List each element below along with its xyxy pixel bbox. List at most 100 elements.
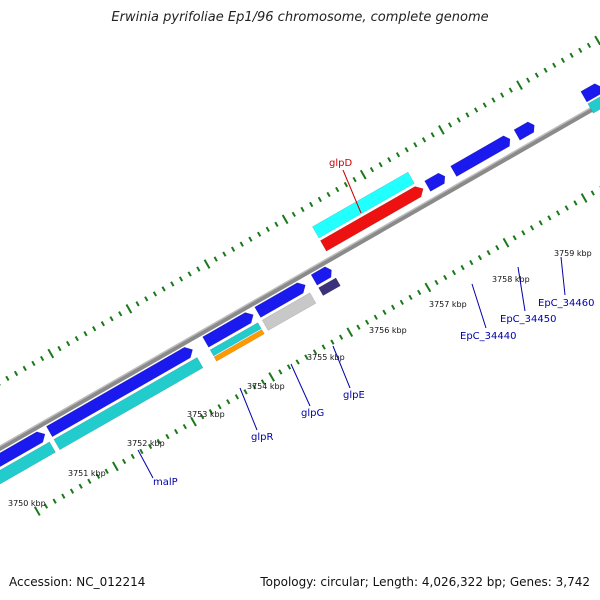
leader-line-glpE bbox=[332, 345, 351, 389]
scale-label: 3758 kbp bbox=[492, 275, 530, 284]
cds-bar-next[interactable] bbox=[587, 94, 600, 114]
outer-tick bbox=[291, 211, 296, 218]
glpD-cyan-bar[interactable] bbox=[312, 171, 415, 239]
outer-tick bbox=[161, 286, 166, 292]
gene-labels[interactable]: malP glpR glpG glpE glpD EpC_34440 EpC_34450 Ep… bbox=[137, 158, 594, 488]
inner-tick bbox=[529, 225, 535, 231]
inner-tick bbox=[190, 416, 197, 427]
outer-tick bbox=[586, 42, 592, 49]
inner-tick bbox=[139, 448, 144, 455]
outer-tick bbox=[125, 303, 133, 314]
inner-tick bbox=[234, 394, 240, 400]
outer-tick bbox=[203, 259, 211, 269]
inner-tick bbox=[580, 193, 588, 203]
inner-tick bbox=[443, 274, 448, 281]
gene-label-EpC_34450[interactable]: EpC_34450 bbox=[500, 314, 556, 325]
outer-tick bbox=[13, 370, 19, 377]
outer-tick bbox=[369, 166, 375, 173]
scale-labels: 3750 kbp 3751 kbp 3752 kbp 3753 kbp 3754 kbp… bbox=[8, 249, 592, 508]
outer-tick bbox=[274, 221, 279, 227]
cds-bar-glpR[interactable] bbox=[209, 322, 262, 357]
scale-label: 3751 kbp bbox=[68, 469, 106, 478]
inner-tick bbox=[460, 264, 465, 271]
inner-tick bbox=[382, 309, 387, 315]
gene-arrow-EpC_34460[interactable] bbox=[513, 121, 535, 141]
outer-tick bbox=[543, 67, 548, 73]
gene-label-EpC_34440[interactable]: EpC_34440 bbox=[460, 331, 516, 342]
inner-tick bbox=[69, 488, 75, 494]
gene-arrow-glpG[interactable] bbox=[254, 282, 306, 318]
cds-bar-glpG[interactable] bbox=[261, 292, 317, 331]
inner-tick bbox=[512, 235, 517, 241]
scale-label: 3754 kbp bbox=[247, 382, 285, 391]
scale-label: 3756 kbp bbox=[369, 326, 407, 335]
outer-tick bbox=[438, 125, 445, 135]
gene-arrow-EpC_34450[interactable] bbox=[450, 135, 511, 177]
inner-tick bbox=[590, 190, 595, 196]
scale-label: 3755 kbp bbox=[307, 353, 345, 362]
outer-tick bbox=[500, 92, 505, 98]
gene-label-glpG[interactable]: glpG bbox=[301, 408, 324, 419]
outer-tick bbox=[178, 276, 184, 282]
gene-arrow-malP-left[interactable] bbox=[0, 431, 46, 477]
gene-arrow-EpC_34440[interactable] bbox=[424, 172, 446, 192]
inner-tick bbox=[346, 327, 354, 338]
outer-tick bbox=[39, 355, 45, 362]
outer-tick-ring bbox=[0, 35, 600, 386]
cds-bar-glpE[interactable] bbox=[318, 277, 341, 296]
cds-bar-glpR-orange[interactable] bbox=[213, 329, 265, 362]
outer-tick bbox=[430, 132, 435, 138]
feature-track[interactable] bbox=[0, 83, 600, 490]
inner-tick bbox=[148, 443, 153, 450]
cds-bar-left[interactable] bbox=[0, 441, 56, 490]
gene-label-malP[interactable]: malP bbox=[153, 477, 178, 488]
gene-label-EpC_34460[interactable]: EpC_34460 bbox=[538, 298, 594, 309]
inner-tick bbox=[226, 399, 231, 405]
inner-tick bbox=[408, 294, 413, 301]
gene-label-glpE[interactable]: glpE bbox=[343, 390, 365, 401]
inner-tick bbox=[469, 259, 474, 266]
scale-label: 3753 kbp bbox=[187, 410, 225, 419]
inner-tick bbox=[165, 433, 170, 440]
outer-tick bbox=[352, 176, 357, 183]
leader-line-glpR bbox=[239, 387, 258, 431]
gene-label-glpD[interactable]: glpD bbox=[329, 158, 352, 169]
gene-label-glpR[interactable]: glpR bbox=[251, 432, 273, 443]
leader-line-glpG bbox=[290, 363, 311, 407]
outer-tick bbox=[404, 147, 409, 153]
cds-bar-malP[interactable] bbox=[53, 357, 204, 451]
inner-tick bbox=[321, 344, 326, 350]
gene-arrow-glpE[interactable] bbox=[310, 266, 332, 286]
outer-tick bbox=[516, 80, 523, 90]
leader-line-EpC_34450 bbox=[517, 266, 526, 312]
glpD-red-arrow[interactable] bbox=[320, 186, 424, 252]
gene-arrow-glpR[interactable] bbox=[202, 312, 254, 348]
outer-tick bbox=[256, 231, 262, 237]
outer-tick bbox=[66, 340, 71, 347]
inner-tick bbox=[268, 372, 275, 382]
outer-tick bbox=[395, 152, 401, 158]
outer-tick bbox=[594, 35, 600, 46]
outer-tick bbox=[534, 72, 539, 78]
accession-text: Accession: NC_012214 bbox=[9, 575, 146, 589]
inner-tick bbox=[424, 282, 432, 293]
outer-tick bbox=[491, 97, 496, 103]
outer-tick bbox=[230, 246, 236, 252]
inner-tick bbox=[373, 314, 378, 320]
leader-line-glpD bbox=[342, 169, 362, 214]
inner-tick-ring bbox=[33, 186, 600, 516]
inner-tick bbox=[451, 269, 457, 276]
leader-line-EpC_34460 bbox=[560, 256, 566, 296]
inner-tick bbox=[217, 404, 222, 410]
inner-tick bbox=[61, 493, 66, 499]
inner-tick bbox=[502, 237, 510, 248]
gene-arrow-malP[interactable] bbox=[46, 347, 193, 438]
gene-arrow-next[interactable] bbox=[580, 83, 600, 103]
outer-tick bbox=[560, 57, 566, 63]
outer-tick bbox=[526, 77, 531, 83]
leader-line-malP bbox=[137, 449, 154, 479]
outer-tick bbox=[144, 296, 149, 302]
outer-tick bbox=[413, 142, 418, 148]
inner-tick bbox=[78, 483, 83, 489]
